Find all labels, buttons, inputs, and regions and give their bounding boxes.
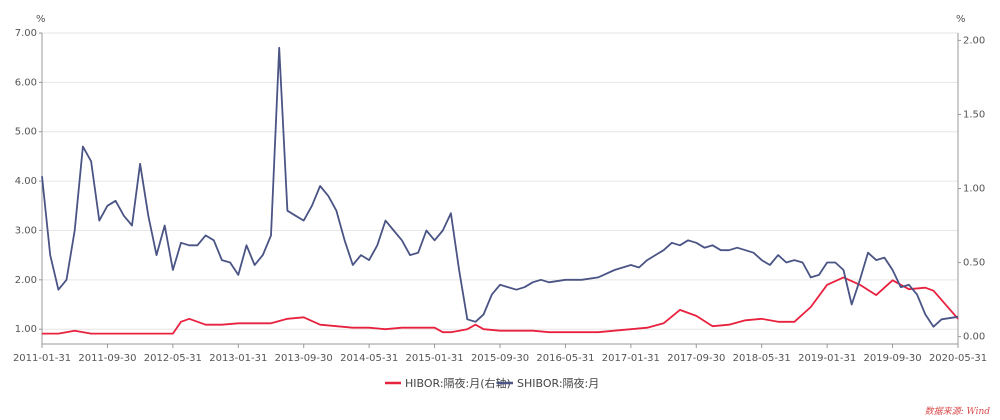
x-tick-label: 2019-09-30 (864, 353, 922, 364)
x-tick-label: 2011-01-31 (13, 353, 71, 364)
grid-lines (42, 32, 958, 330)
right-tick-label: 1.00 (963, 184, 985, 195)
series-layer (41, 46, 959, 335)
x-tick-label: 2012-05-31 (144, 353, 202, 364)
x-tick-label: 2013-09-30 (275, 353, 333, 364)
x-tick-label: 2017-09-30 (667, 353, 725, 364)
series-line-shibor (41, 46, 959, 328)
x-tick-label: 2017-01-31 (602, 353, 660, 364)
right-tick-label: 0.50 (963, 258, 985, 269)
right-tick-label: 1.50 (963, 109, 985, 120)
legend-label: HIBOR:隔夜:月(右轴) (405, 376, 511, 390)
right-axis: 0.00 0.50 1.00 1.50 2.00 (957, 33, 985, 344)
x-tick-label: 2011-09-30 (78, 353, 136, 364)
left-axis-unit: % (36, 14, 46, 25)
left-tick-label: 5.00 (15, 127, 37, 138)
right-tick-label: 0.00 (963, 332, 985, 343)
x-tick-label: 2015-09-30 (471, 353, 529, 364)
left-tick-label: 1.00 (15, 324, 37, 335)
x-tick-label: 2020-05-31 (929, 353, 987, 364)
right-tick-label: 2.00 (963, 35, 985, 46)
x-tick-label: 2018-05-31 (733, 353, 791, 364)
left-tick-label: 2.00 (15, 275, 37, 286)
left-tick-label: 6.00 (15, 77, 37, 88)
left-axis: 1.00 2.00 3.00 4.00 5.00 6.00 7.00 (15, 28, 43, 344)
x-tick-label: 2019-01-31 (798, 353, 856, 364)
x-axis: 2011-01-31 2011-09-30 2012-05-31 2013-01-31… (13, 343, 987, 364)
x-tick-label: 2014-05-31 (340, 353, 398, 364)
x-tick-label: 2015-01-31 (406, 353, 464, 364)
legend-label: SHIBOR:隔夜:月 (517, 376, 599, 390)
left-tick-label: 7.00 (15, 28, 37, 39)
right-axis-unit: % (956, 14, 966, 25)
left-tick-label: 3.00 (15, 225, 37, 236)
legend: HIBOR:隔夜:月(右轴) SHIBOR:隔夜:月 (385, 376, 599, 390)
source-note: 数据来源: Wind (925, 406, 991, 417)
x-tick-label: 2013-01-31 (209, 353, 267, 364)
left-tick-label: 4.00 (15, 176, 37, 187)
series-line-hibor (42, 276, 959, 335)
x-tick-label: 2016-05-31 (536, 353, 594, 364)
